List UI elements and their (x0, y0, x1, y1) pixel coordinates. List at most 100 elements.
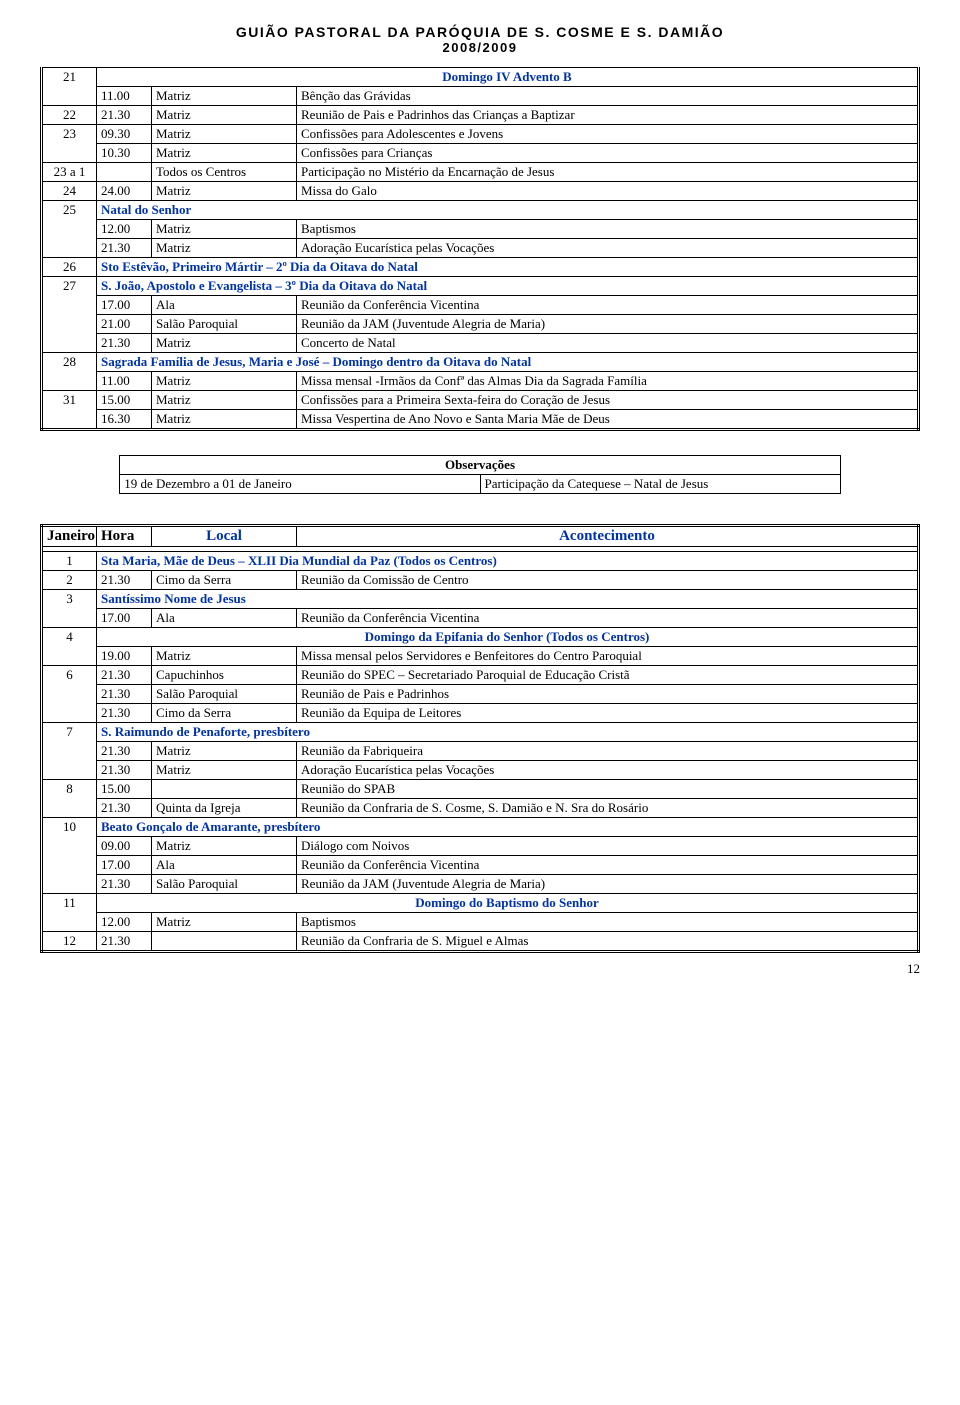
location-cell: Capuchinhos (152, 666, 297, 685)
hour-cell: 16.30 (97, 410, 152, 430)
hour-cell: 21.30 (97, 666, 152, 685)
event-line: Sta Maria, Mãe de Deus – XLII Dia Mundia… (97, 552, 919, 571)
location-cell: Salão Paroquial (152, 315, 297, 334)
event-cell: Baptismos (297, 913, 919, 932)
event-cell: Reunião do SPAB (297, 780, 919, 799)
location-cell: Matriz (152, 761, 297, 780)
location-cell: Matriz (152, 239, 297, 258)
day-cell: 6 (42, 666, 97, 723)
col-acontecimento: Acontecimento (297, 526, 919, 547)
hour-cell: 21.30 (97, 685, 152, 704)
hour-cell: 17.00 (97, 856, 152, 875)
event-cell: Reunião da Conferência Vicentina (297, 296, 919, 315)
event-cell: Missa Vespertina de Ano Novo e Santa Mar… (297, 410, 919, 430)
hour-cell: 24.00 (97, 182, 152, 201)
location-cell: Ala (152, 609, 297, 628)
header-year: 2008/2009 (40, 40, 920, 55)
event-cell: Reunião de Pais e Padrinhos (297, 685, 919, 704)
location-cell: Salão Paroquial (152, 875, 297, 894)
event-line: Beato Gonçalo de Amarante, presbítero (97, 818, 919, 837)
event-cell: Reunião da Conferência Vicentina (297, 609, 919, 628)
day-cell: 7 (42, 723, 97, 780)
event-cell: Reunião da Confraria de S. Cosme, S. Dam… (297, 799, 919, 818)
location-cell: Salão Paroquial (152, 685, 297, 704)
hour-cell: 11.00 (97, 87, 152, 106)
location-cell: Matriz (152, 87, 297, 106)
observations-box: Observações 19 de Dezembro a 01 de Janei… (119, 455, 841, 494)
hour-cell (97, 163, 152, 182)
hour-cell: 12.00 (97, 913, 152, 932)
location-cell: Matriz (152, 410, 297, 430)
location-cell: Matriz (152, 647, 297, 666)
event-line: Domingo da Epifania do Senhor (Todos os … (97, 628, 919, 647)
location-cell: Matriz (152, 742, 297, 761)
event-cell: Reunião da Comissão de Centro (297, 571, 919, 590)
event-line: Domingo IV Advento B (97, 68, 919, 87)
event-cell: Reunião da JAM (Juventude Alegria de Mar… (297, 875, 919, 894)
hour-cell: 21.00 (97, 315, 152, 334)
event-cell: Missa do Galo (297, 182, 919, 201)
location-cell: Matriz (152, 106, 297, 125)
hour-cell: 17.00 (97, 296, 152, 315)
hour-cell: 15.00 (97, 391, 152, 410)
hour-cell: 21.30 (97, 571, 152, 590)
event-line: Domingo do Baptismo do Senhor (97, 894, 919, 913)
event-cell: Adoração Eucarística pelas Vocações (297, 239, 919, 258)
month-name: Janeiro (42, 526, 97, 547)
day-cell: 25 (42, 201, 97, 258)
hour-cell: 09.30 (97, 125, 152, 144)
event-cell: Confissões para a Primeira Sexta-feira d… (297, 391, 919, 410)
col-local: Local (152, 526, 297, 547)
event-cell: Participação no Mistério da Encarnação d… (297, 163, 919, 182)
location-cell: Matriz (152, 391, 297, 410)
location-cell (152, 932, 297, 952)
col-hora: Hora (97, 526, 152, 547)
hour-cell: 21.30 (97, 875, 152, 894)
location-cell: Cimo da Serra (152, 571, 297, 590)
day-cell: 1 (42, 552, 97, 571)
event-line: Sagrada Família de Jesus, Maria e José –… (97, 353, 919, 372)
hour-cell: 17.00 (97, 609, 152, 628)
event-cell: Diálogo com Noivos (297, 837, 919, 856)
location-cell: Ala (152, 856, 297, 875)
location-cell: Matriz (152, 334, 297, 353)
day-cell: 12 (42, 932, 97, 952)
event-line: S. João, Apostolo e Evangelista – 3º Dia… (97, 277, 919, 296)
hour-cell: 21.30 (97, 742, 152, 761)
day-cell: 23 (42, 125, 97, 163)
day-cell: 11 (42, 894, 97, 932)
location-cell: Matriz (152, 372, 297, 391)
event-cell: Missa mensal -Irmãos da Confª das Almas … (297, 372, 919, 391)
location-cell: Matriz (152, 182, 297, 201)
hour-cell: 12.00 (97, 220, 152, 239)
day-cell: 21 (42, 68, 97, 106)
hour-cell: 09.00 (97, 837, 152, 856)
day-cell: 31 (42, 391, 97, 430)
location-cell: Quinta da Igreja (152, 799, 297, 818)
day-cell: 2 (42, 571, 97, 590)
day-cell: 27 (42, 277, 97, 353)
location-cell (152, 780, 297, 799)
event-cell: Adoração Eucarística pelas Vocações (297, 761, 919, 780)
header-title: GUIÃO PASTORAL DA PARÓQUIA DE S. COSME E… (40, 24, 920, 40)
hour-cell: 15.00 (97, 780, 152, 799)
event-cell: Reunião de Pais e Padrinhos das Crianças… (297, 106, 919, 125)
location-cell: Matriz (152, 125, 297, 144)
hour-cell: 21.30 (97, 334, 152, 353)
event-cell: Confissões para Adolescentes e Jovens (297, 125, 919, 144)
location-cell: Matriz (152, 144, 297, 163)
schedule-table-december: 21Domingo IV Advento B11.00MatrizBênção … (40, 67, 920, 431)
hour-cell: 21.30 (97, 106, 152, 125)
event-cell: Reunião da JAM (Juventude Alegria de Mar… (297, 315, 919, 334)
day-cell: 3 (42, 590, 97, 628)
location-cell: Ala (152, 296, 297, 315)
day-cell: 4 (42, 628, 97, 666)
event-cell: Reunião da Equipa de Leitores (297, 704, 919, 723)
event-line: Santíssimo Nome de Jesus (97, 590, 919, 609)
observations-title: Observações (120, 456, 841, 475)
hour-cell: 21.30 (97, 704, 152, 723)
location-cell: Todos os Centros (152, 163, 297, 182)
day-cell: 22 (42, 106, 97, 125)
schedule-table-january: Janeiro Hora Local Acontecimento 1Sta Ma… (40, 524, 920, 953)
event-cell: Missa mensal pelos Servidores e Benfeito… (297, 647, 919, 666)
